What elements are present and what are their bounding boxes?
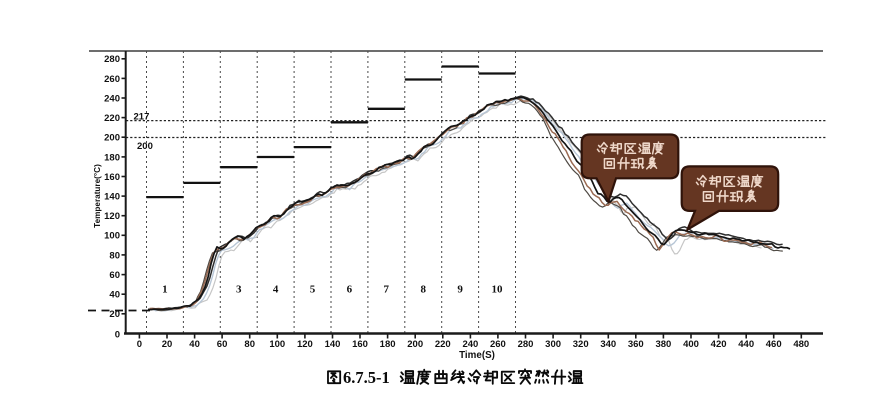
svg-text:160: 160 <box>104 172 120 183</box>
svg-text:200: 200 <box>407 339 423 350</box>
svg-text:400: 400 <box>683 339 699 350</box>
svg-text:8: 8 <box>420 284 426 296</box>
svg-text:20: 20 <box>162 339 173 350</box>
svg-text:200: 200 <box>104 133 120 144</box>
svg-text:40: 40 <box>109 290 120 301</box>
svg-text:240: 240 <box>104 93 120 104</box>
svg-text:7: 7 <box>384 284 390 296</box>
svg-text:380: 380 <box>655 339 671 350</box>
svg-text:4: 4 <box>273 284 279 296</box>
svg-text:320: 320 <box>573 339 589 350</box>
svg-text:10: 10 <box>492 284 504 296</box>
svg-text:1: 1 <box>162 284 168 296</box>
svg-text:180: 180 <box>380 339 396 350</box>
svg-text:220: 220 <box>104 113 120 124</box>
svg-text:0: 0 <box>137 339 142 350</box>
svg-text:0: 0 <box>115 329 120 340</box>
svg-text:6.7.5-1: 6.7.5-1 <box>343 368 390 387</box>
svg-text:80: 80 <box>244 339 255 350</box>
svg-text:340: 340 <box>600 339 616 350</box>
svg-text:Temperature(°C): Temperature(°C) <box>93 164 102 228</box>
svg-text:100: 100 <box>104 231 120 242</box>
svg-text:220: 220 <box>435 339 451 350</box>
svg-text:280: 280 <box>518 339 534 350</box>
svg-text:140: 140 <box>325 339 341 350</box>
svg-text:20: 20 <box>109 309 120 320</box>
svg-text:40: 40 <box>189 339 200 350</box>
svg-text:3: 3 <box>236 284 242 296</box>
svg-text:200: 200 <box>137 141 153 152</box>
svg-text:460: 460 <box>766 339 782 350</box>
svg-text:217: 217 <box>134 111 150 122</box>
svg-text:100: 100 <box>269 339 285 350</box>
svg-text:160: 160 <box>352 339 368 350</box>
svg-text:60: 60 <box>217 339 228 350</box>
svg-text:5: 5 <box>310 284 316 296</box>
svg-text:360: 360 <box>628 339 644 350</box>
svg-text:6: 6 <box>347 284 353 296</box>
svg-text:9: 9 <box>457 284 463 296</box>
svg-text:120: 120 <box>104 211 120 222</box>
svg-text:240: 240 <box>462 339 478 350</box>
svg-text:260: 260 <box>104 74 120 85</box>
svg-text:60: 60 <box>109 270 120 281</box>
svg-text:300: 300 <box>545 339 561 350</box>
svg-text:180: 180 <box>104 152 120 163</box>
svg-text:120: 120 <box>297 339 313 350</box>
svg-text:440: 440 <box>738 339 754 350</box>
svg-text:Time(S): Time(S) <box>459 350 495 361</box>
svg-text:280: 280 <box>104 54 120 65</box>
svg-text:140: 140 <box>104 192 120 203</box>
svg-text:480: 480 <box>793 339 809 350</box>
svg-text:260: 260 <box>490 339 506 350</box>
svg-text:80: 80 <box>109 250 120 261</box>
svg-text:420: 420 <box>711 339 727 350</box>
